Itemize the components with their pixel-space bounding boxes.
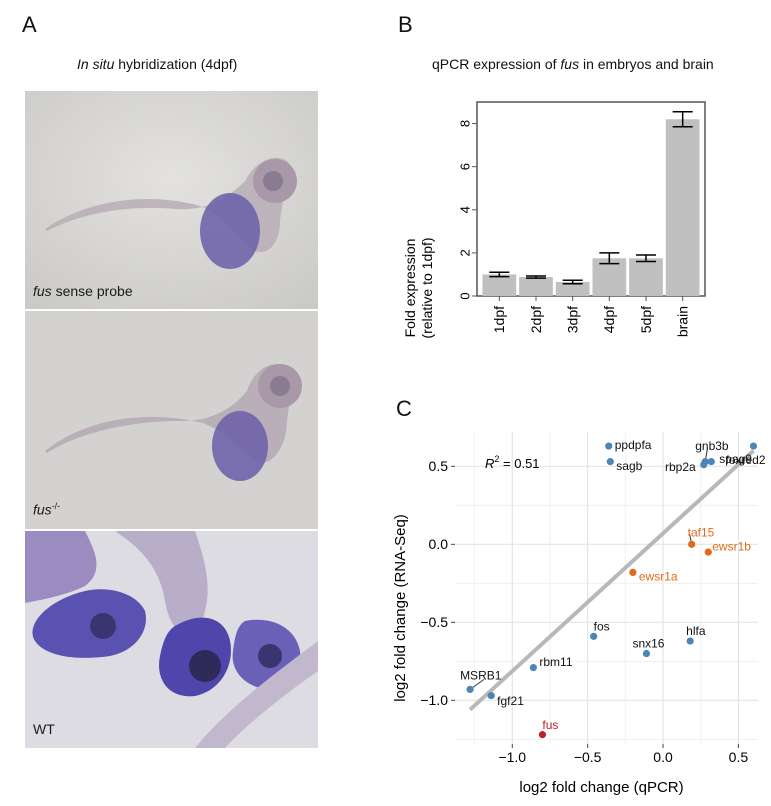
point-ewsr1a (629, 568, 637, 576)
panel-a-title: In situ hybridization (4dpf) (77, 56, 237, 72)
photo-label-wt: WT (33, 721, 55, 737)
photo-label-mutant-italic: fus (33, 501, 52, 518)
bar-1dpf (482, 274, 517, 296)
panel-c-letter: C (396, 396, 412, 421)
bar-2dpf (519, 277, 553, 296)
point-fus (538, 731, 547, 739)
point-foxred2 (749, 442, 758, 450)
embryo-drawing-mutant (25, 311, 318, 529)
scatter-xlabel: log2 fold change (qPCR) (519, 779, 683, 796)
bar-ytick-label: 0 (458, 292, 473, 299)
scatter-ylabel: log2 fold change (RNA-Seq) (392, 514, 409, 702)
ish-photo-sense-probe: fus sense probe (25, 91, 318, 309)
bar-3dpf (555, 281, 590, 296)
r-squared-annotation: R2 = 0.51 (485, 454, 540, 471)
photo-label-sense-italic: fus (33, 283, 52, 299)
photo-label-mutant-sup: -/- (51, 501, 61, 511)
bar-xtick-label-1dpf: 1dpf (491, 306, 507, 333)
point-label-taf15: taf15 (688, 526, 715, 540)
point-label-ewsr1a: ewsr1a (639, 570, 678, 584)
panel-a-letter: A (22, 12, 37, 37)
point-taf15 (688, 540, 696, 548)
point-label-fos: fos (594, 620, 610, 634)
panel-a-title-italic: In situ (77, 56, 115, 72)
scatter-plot-bg (455, 432, 758, 744)
bar-ylabel-line2: (relative to 1dpf) (419, 237, 435, 338)
scatter-plot-area: −1.0 −0.5 0.0 0.5 −1.0 −0.5 0.0 0.5 log2 fold ch… (392, 432, 765, 796)
bar-xtick-label-3dpf: 3dpf (565, 306, 581, 333)
bar-ytick-label: 8 (458, 120, 473, 127)
photo-label-sense-rest: sense probe (51, 283, 133, 299)
point-label-ewsr1b: ewsr1b (712, 539, 751, 553)
point-snx16 (642, 649, 651, 658)
point-label-ppdpfa: ppdpfa (615, 438, 652, 452)
point-MSRB1 (466, 685, 474, 693)
bar-brain (665, 119, 700, 296)
point-label-snx16: snx16 (632, 637, 664, 651)
scatter-ytick-label: 0.5 (429, 458, 449, 474)
bar-xtick-label-4dpf: 4dpf (601, 306, 617, 333)
regression-line (468, 449, 755, 712)
bar-plot-area: 0 2 4 6 8 1dpf 2dpf 3dpf 4dpf 5dpf brain (458, 101, 706, 337)
bar-ytick-label: 2 (458, 249, 473, 256)
scatter-xtick-label: −0.5 (574, 749, 602, 765)
scatter-chart: −1.0 −0.5 0.0 0.5 −1.0 −0.5 0.0 0.5 log2 fold ch… (392, 432, 765, 796)
bar-ylabel-line1: Fold expression (402, 239, 418, 338)
embryo-drawing-wt (25, 531, 318, 748)
bar-xtick-label-brain: brain (675, 306, 691, 337)
point-hlfa (686, 637, 694, 645)
point-label-rbp2a: rbp2a (665, 460, 696, 474)
bar-5dpf (629, 258, 663, 296)
point-spag9 (707, 458, 715, 466)
scatter-ytick-label: −1.0 (420, 692, 448, 708)
point-label-rbm11: rbm11 (539, 655, 572, 669)
point-label-foxred2: foxred2 (725, 453, 765, 467)
ish-photo-wt: WT (25, 531, 318, 748)
point-label-gnb3b: gnb3b (695, 439, 729, 453)
bar-xtick-label-5dpf: 5dpf (638, 306, 654, 333)
point-label-fgf21: fgf21 (497, 694, 524, 708)
point-ewsr1b (704, 548, 712, 556)
scatter-ytick-label: −0.5 (420, 614, 448, 630)
bar-ytick-label: 6 (458, 163, 473, 170)
photo-label-fus-mutant: fus-/- (33, 501, 60, 518)
bar-chart: Fold expression (relative to 1dpf) 0 2 4 6 8… (402, 101, 706, 339)
point-rbm11 (529, 663, 537, 672)
panel-a-title-rest: hybridization (4dpf) (114, 56, 238, 72)
bar-xtick-label-2dpf: 2dpf (528, 306, 544, 333)
embryo-drawing-sense (25, 91, 318, 309)
photo-label-sense-probe: fus sense probe (33, 283, 133, 299)
panel-b-title-pre: qPCR expression of (432, 56, 561, 72)
bar-4dpf (592, 258, 627, 296)
bar-ytick-label: 4 (458, 206, 473, 213)
point-fos (590, 632, 598, 640)
point-label-fus: fus (542, 718, 558, 732)
scatter-xtick-label: −1.0 (498, 749, 526, 765)
point-label-hlfa: hlfa (686, 624, 706, 638)
panel-b-title-post: in embryos and brain (579, 56, 714, 72)
panel-b-letter: B (398, 12, 413, 37)
point-sagb (606, 458, 614, 466)
scatter-xtick-label: 0.5 (729, 749, 749, 765)
panel-b-title: qPCR expression of fus in embryos and br… (432, 56, 714, 72)
point-label-sagb: sagb (616, 459, 642, 473)
point-label-spag9: spag9 (719, 452, 752, 466)
ish-photo-fus-mutant: fus-/- (25, 311, 318, 529)
point-label-MSRB1: MSRB1 (460, 669, 502, 683)
point-rbp2a (700, 461, 708, 469)
point-ppdpfa (605, 442, 613, 450)
panel-b-title-italic: fus (560, 56, 580, 72)
scatter-xtick-label: 0.0 (653, 749, 673, 765)
scatter-ytick-label: 0.0 (429, 536, 449, 552)
point-fgf21 (487, 692, 495, 700)
